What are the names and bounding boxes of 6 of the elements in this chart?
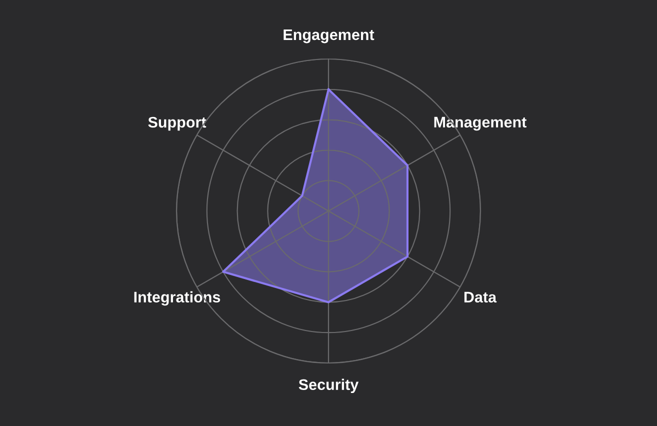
spoke-label: Data [464,292,497,303]
spoke-label: Engagement [284,29,374,44]
spoke-label: Integrations [134,291,220,306]
spoke-label: Support [148,116,206,131]
spoke-label: Management [434,116,526,131]
spoke-label: Security [298,378,359,394]
